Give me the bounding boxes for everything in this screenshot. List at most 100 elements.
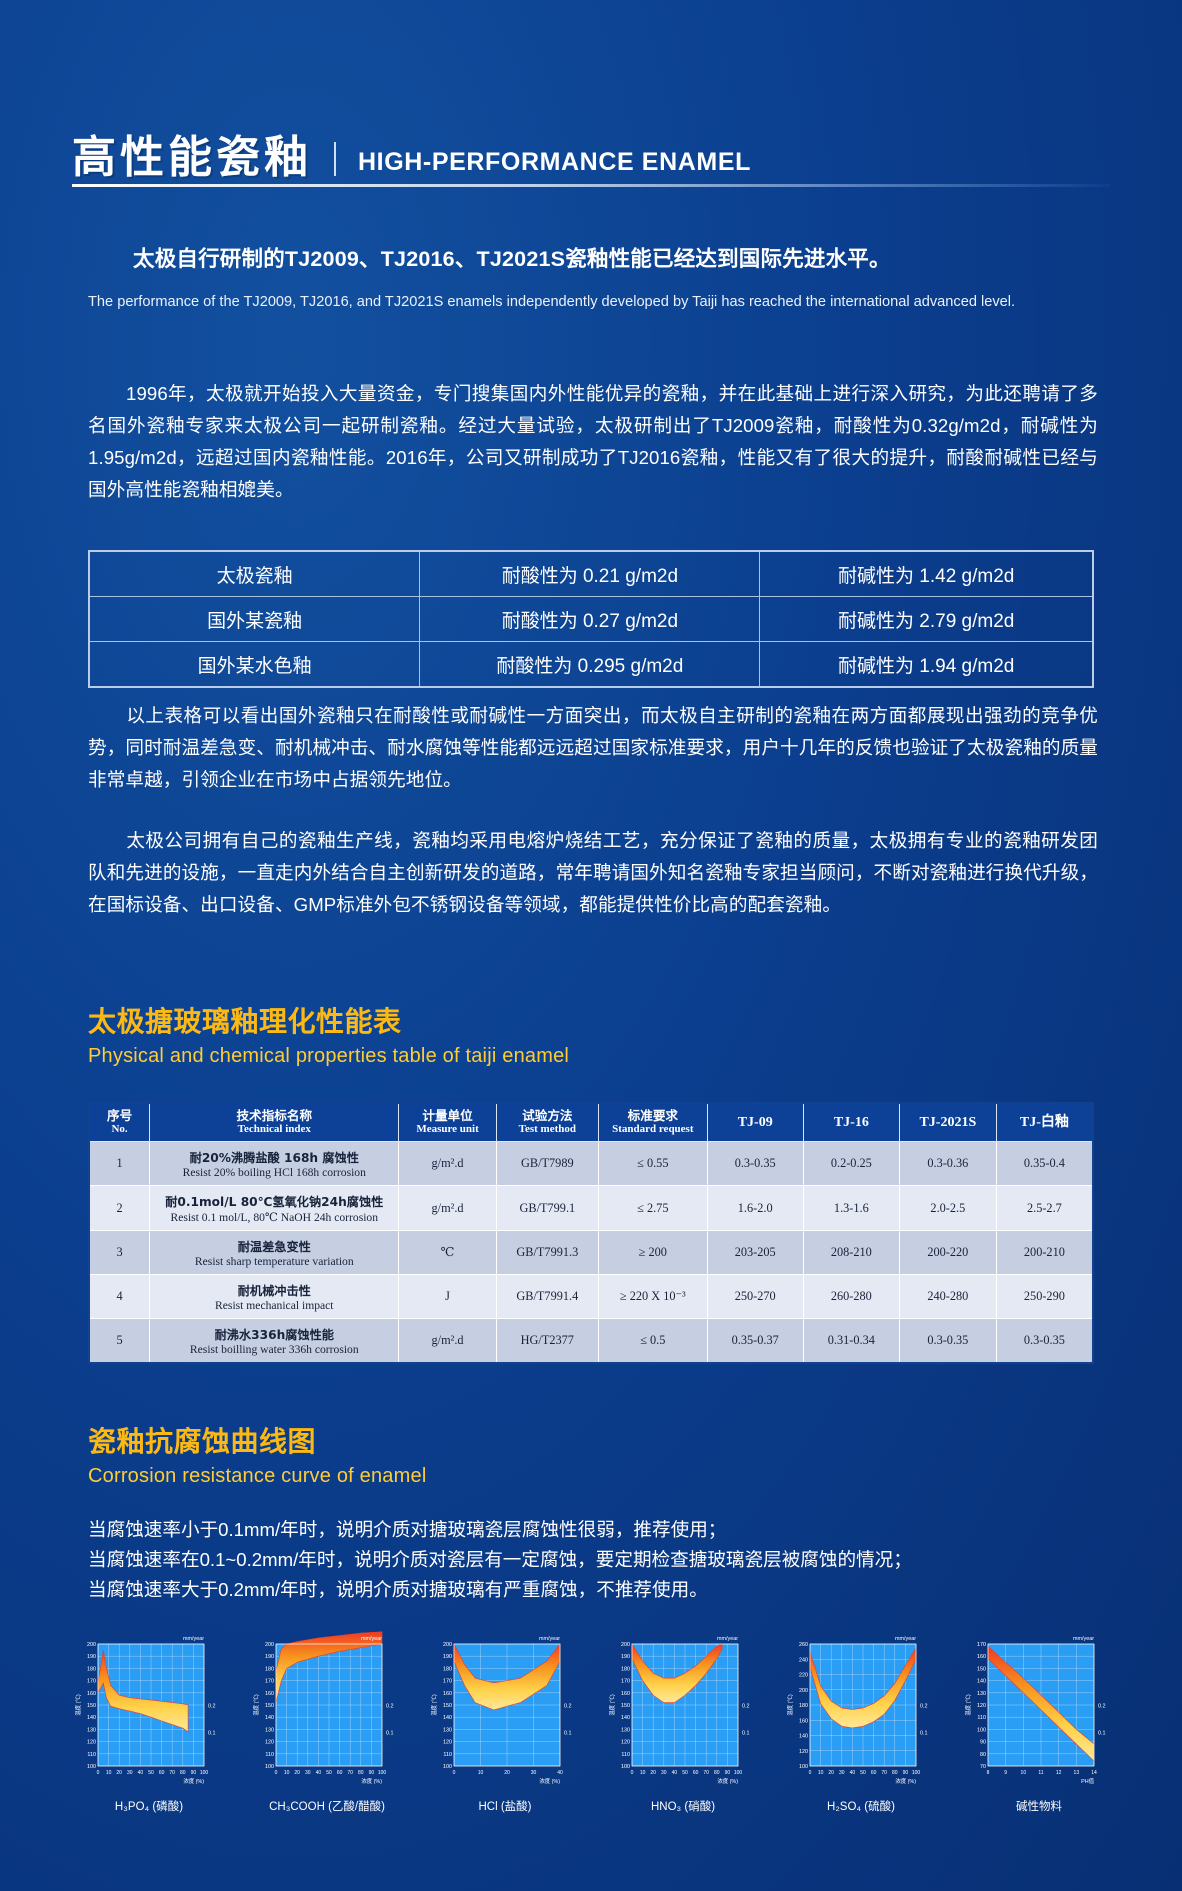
cell-tj16: 0.31-0.34	[802, 1318, 900, 1364]
paragraph-company-text: 太极公司拥有自己的瓷釉生产线，瓷釉均采用电熔炉烧结工艺，充分保证了瓷釉的质量，太…	[88, 830, 1098, 915]
y-tick-label: 140	[265, 1715, 274, 1721]
y-tick-label: 140	[799, 1734, 808, 1740]
x-tick-label: 10	[106, 1770, 112, 1776]
section1-title-en: Physical and chemical properties table o…	[88, 1044, 570, 1067]
th-no-en: No.	[111, 1123, 128, 1136]
th-tj-white: TJ-白釉	[995, 1102, 1094, 1143]
cmp-alkali: 耐碱性为 2.79 g/m2d	[759, 596, 1094, 642]
y-tick-label: 190	[265, 1654, 274, 1660]
y-tick-label: 70	[980, 1764, 986, 1770]
th-tj2021s: TJ-2021S	[898, 1102, 997, 1143]
y-tick-label: 160	[977, 1654, 986, 1660]
cell-index: 耐温差急变性 Resist sharp temperature variatio…	[149, 1230, 400, 1276]
cell-tj2021s: 2.0-2.5	[898, 1185, 997, 1232]
x-tick-label: 30	[839, 1770, 845, 1776]
x-tick-label: 90	[725, 1770, 731, 1776]
y-tick-label: 170	[621, 1679, 630, 1685]
x-tick-label: 100	[734, 1770, 743, 1776]
x-tick-label: 90	[191, 1770, 197, 1776]
cell-no: 5	[88, 1318, 151, 1364]
section-heading-properties: 太极搪玻璃釉理化性能表 Physical and chemical proper…	[88, 1005, 569, 1068]
cmp-name: 太极瓷釉	[88, 550, 421, 597]
cell-tj2021s: 0.3-0.36	[898, 1141, 997, 1187]
y-tick-label: 180	[87, 1666, 96, 1672]
unit-label: mm/year	[895, 1636, 916, 1642]
y-axis-label: 温度 (℃)	[608, 1694, 616, 1715]
cell-unit: g/m².d	[398, 1318, 497, 1364]
x-tick-label: 70	[703, 1770, 709, 1776]
cell-index-cn: 耐温差急变性	[237, 1240, 311, 1255]
x-tick-label: 100	[378, 1770, 387, 1776]
unit-label: mm/year	[539, 1636, 560, 1642]
y-tick-label: 160	[265, 1691, 274, 1697]
cmp-acid: 耐酸性为 0.295 g/m2d	[419, 641, 761, 688]
y-tick-label: 180	[443, 1666, 452, 1672]
cell-no: 1	[88, 1141, 151, 1187]
cell-tj09: 203-205	[706, 1230, 804, 1276]
table-row: 太极瓷釉 耐酸性为 0.21 g/m2d 耐碱性为 1.42 g/m2d	[88, 550, 1094, 597]
y-tick-label: 160	[621, 1691, 630, 1697]
y-tick-label: 120	[799, 1749, 808, 1755]
y-tick-label: 100	[799, 1764, 808, 1770]
cell-tj09: 0.35-0.37	[706, 1318, 804, 1364]
y-tick-label: 200	[799, 1688, 808, 1694]
band-label: 0.2	[386, 1703, 394, 1709]
y-axis-label: 温度 (℃)	[964, 1694, 972, 1715]
cell-tj-white: 2.5-2.7	[995, 1185, 1094, 1232]
band-label: 0.1	[208, 1730, 216, 1736]
table-row: 4 耐机械冲击性 Resist mechanical impact J GB/T…	[88, 1274, 1094, 1320]
x-tick-label: 60	[693, 1770, 699, 1776]
cell-standard: ≥ 220 X 10⁻³	[598, 1274, 708, 1320]
cell-no: 2	[88, 1185, 151, 1232]
x-tick-label: 30	[661, 1770, 667, 1776]
band-label: 0.2	[742, 1703, 750, 1709]
x-tick-label: 40	[850, 1770, 856, 1776]
x-axis-label: 浓度 (%)	[717, 1777, 738, 1785]
th-unit-en: Measure unit	[416, 1123, 479, 1136]
y-tick-label: 130	[87, 1727, 96, 1733]
chart-caption: H₃PO₄ (磷酸)	[114, 1801, 184, 1813]
band-label: 0.1	[564, 1730, 572, 1736]
th-standard-request: 标准要求 Standard request	[598, 1102, 708, 1143]
y-axis-label: 温度 (℃)	[252, 1694, 260, 1715]
chart-caption: CH₃COOH (乙酸/醋酸)	[269, 1801, 385, 1813]
y-tick-label: 150	[87, 1703, 96, 1709]
y-tick-label: 100	[977, 1727, 986, 1733]
x-tick-label: 60	[159, 1770, 165, 1776]
x-tick-label: 10	[284, 1770, 290, 1776]
cell-tj16: 260-280	[802, 1274, 900, 1320]
y-tick-label: 140	[443, 1715, 452, 1721]
x-tick-label: 90	[369, 1770, 375, 1776]
note-line: 当腐蚀速率小于0.1mm/年时，说明介质对搪玻璃瓷层腐蚀性很弱，推荐使用；	[88, 1519, 727, 1540]
y-tick-label: 150	[265, 1703, 274, 1709]
y-tick-label: 150	[443, 1703, 452, 1709]
x-tick-label: 0	[275, 1770, 278, 1776]
x-tick-label: 90	[903, 1770, 909, 1776]
th-no-cn: 序号	[106, 1108, 133, 1123]
corrosion-chart-1: 100 110 120 130 140 150 160 170 180 190 200 0 10 20 30…	[60, 1630, 238, 1830]
paragraph-advantages: 以上表格可以看出国外瓷釉只在耐酸性或耐碱性一方面突出，而太极自主研制的瓷釉在两方…	[88, 700, 1098, 796]
cell-unit: J	[398, 1274, 497, 1320]
table-row: 国外某水色釉 耐酸性为 0.295 g/m2d 耐碱性为 1.94 g/m2d	[88, 641, 1094, 688]
y-tick-label: 200	[621, 1642, 630, 1648]
band-label: 0.2	[1098, 1703, 1106, 1709]
y-tick-label: 90	[980, 1740, 986, 1746]
corrosion-charts-row: 100 110 120 130 140 150 160 170 180 190 200 0 10 20 30…	[60, 1630, 1130, 1830]
cell-index-cn: 耐0.1mol/L 80℃氢氧化钠24h腐蚀性	[165, 1195, 384, 1210]
y-tick-label: 150	[621, 1703, 630, 1709]
chart-svg: 100 110 120 130 140 150 160 170 180 190 200 0 10 20 30…	[608, 1636, 750, 1785]
band-label: 0.1	[742, 1730, 750, 1736]
page-title-cn: 高性能瓷釉	[72, 132, 312, 183]
x-tick-label: 80	[358, 1770, 364, 1776]
unit-label: mm/year	[361, 1636, 382, 1642]
y-tick-label: 170	[87, 1679, 96, 1685]
x-tick-label: 10	[1021, 1770, 1027, 1776]
x-tick-label: 60	[337, 1770, 343, 1776]
x-tick-label: 0	[809, 1770, 812, 1776]
th-method-en: Test method	[518, 1123, 576, 1136]
y-tick-label: 200	[443, 1642, 452, 1648]
cell-tj16: 208-210	[802, 1230, 900, 1276]
chart-svg: 100 110 120 130 140 150 160 170 180 190 200 0 10 20 30…	[430, 1636, 572, 1785]
table-row: 5 耐沸水336h腐蚀性能 Resist boilling water 336h…	[88, 1318, 1094, 1364]
th-unit-cn: 计量单位	[422, 1108, 473, 1123]
